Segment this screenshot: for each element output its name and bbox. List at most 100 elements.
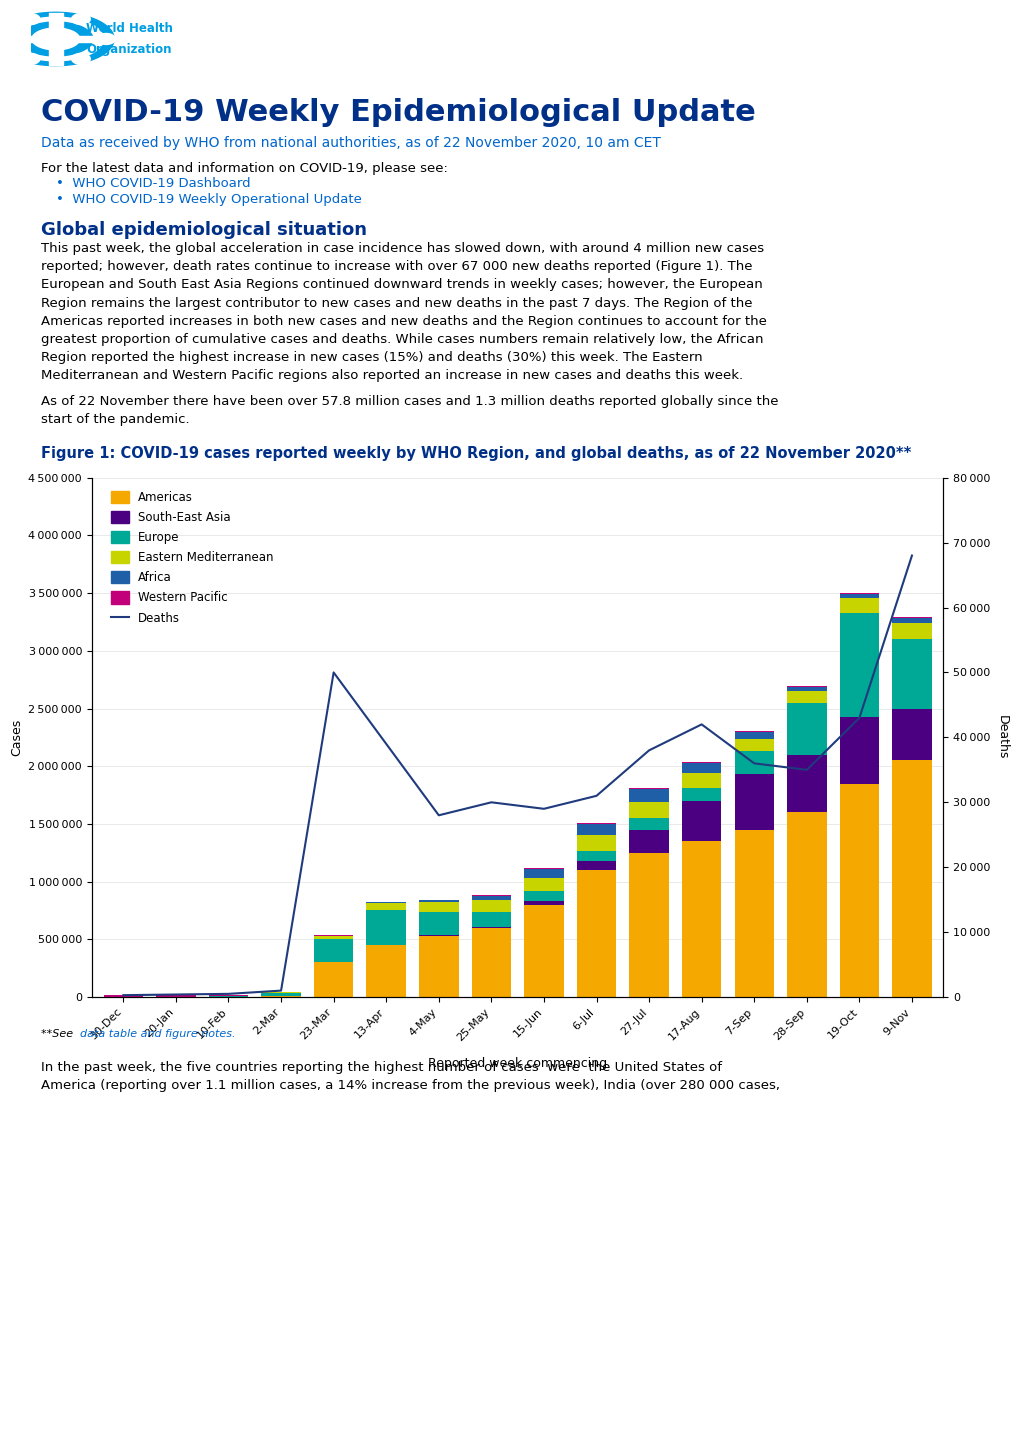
Text: greatest proportion of cumulative cases and deaths. While cases numbers remain r: greatest proportion of cumulative cases … [41, 332, 762, 346]
Bar [471, 896, 511, 900]
Text: Figure 1: COVID-19 cases reported weekly by WHO Region, and global deaths, as of: Figure 1: COVID-19 cases reported weekly… [41, 446, 910, 460]
Deaths [117, 987, 129, 1004]
Deaths [432, 807, 444, 824]
Bar [734, 830, 773, 997]
Bar [471, 928, 511, 997]
Polygon shape [0, 13, 114, 65]
Bar [314, 939, 353, 962]
Polygon shape [32, 27, 79, 51]
Bar [471, 912, 511, 926]
Bar [892, 639, 930, 709]
Polygon shape [71, 53, 91, 65]
Text: This past week, the global acceleration in case incidence has slowed down, with : This past week, the global acceleration … [41, 242, 763, 255]
Text: Americas reported increases in both new cases and new deaths and the Region cont: Americas reported increases in both new … [41, 315, 766, 328]
Polygon shape [21, 53, 40, 65]
Y-axis label: Cases: Cases [10, 719, 22, 756]
Bar [787, 691, 825, 703]
Bar [576, 835, 615, 850]
Bar [839, 597, 878, 613]
Bar [576, 861, 615, 870]
Bar [419, 937, 459, 997]
Bar [787, 812, 825, 997]
Deaths [537, 799, 549, 817]
Bar [261, 993, 301, 996]
Bar [366, 945, 406, 997]
Deaths [642, 742, 654, 759]
Bar [682, 763, 720, 773]
Text: World Health: World Health [87, 22, 173, 35]
Bar [787, 687, 825, 691]
Bar [892, 618, 930, 623]
Bar [524, 879, 564, 890]
Deaths [590, 786, 602, 804]
Bar [839, 717, 878, 784]
Bar [839, 784, 878, 997]
Text: •  WHO COVID-19 Dashboard: • WHO COVID-19 Dashboard [56, 177, 251, 190]
Text: For the latest data and information on COVID-19, please see:: For the latest data and information on C… [41, 162, 447, 175]
Bar [892, 709, 930, 760]
Bar [682, 801, 720, 841]
Bar [734, 739, 773, 752]
Bar [576, 850, 615, 861]
Deaths [275, 981, 287, 999]
Bar [156, 994, 196, 997]
Bar [734, 775, 773, 830]
Deaths [222, 986, 234, 1003]
Bar [366, 903, 406, 911]
Bar [787, 703, 825, 755]
Bar [524, 890, 564, 902]
Polygon shape [71, 13, 91, 25]
Bar [682, 773, 720, 788]
Line: Deaths: Deaths [123, 556, 911, 996]
Text: reported; however, death rates continue to increase with over 67 000 new deaths : reported; however, death rates continue … [41, 260, 752, 274]
Bar [787, 755, 825, 812]
Text: **See: **See [41, 1029, 76, 1039]
Text: In the past week, the five countries reporting the highest number of cases  were: In the past week, the five countries rep… [41, 1061, 721, 1074]
Bar [734, 732, 773, 739]
Y-axis label: Deaths: Deaths [996, 716, 1008, 759]
Bar [576, 824, 615, 835]
Text: •  WHO COVID-19 Weekly Operational Update: • WHO COVID-19 Weekly Operational Update [56, 193, 362, 206]
Bar [419, 900, 459, 902]
Bar [576, 870, 615, 997]
Bar [839, 593, 878, 597]
Bar [314, 962, 353, 997]
Polygon shape [21, 13, 40, 25]
Bar [419, 912, 459, 935]
Text: Data as received by WHO from national authorities, as of 22 November 2020, 10 am: Data as received by WHO from national au… [41, 136, 660, 150]
Deaths [380, 734, 392, 752]
Bar [314, 937, 353, 939]
Bar [682, 841, 720, 997]
Text: Mediterranean and Western Pacific regions also reported an increase in new cases: Mediterranean and Western Pacific region… [41, 368, 742, 382]
Bar [49, 13, 63, 65]
Deaths [695, 716, 707, 733]
Bar [734, 752, 773, 775]
Deaths [905, 547, 917, 564]
Text: Region reported the highest increase in new cases (15%) and deaths (30%) this we: Region reported the highest increase in … [41, 351, 702, 364]
Bar [8, 36, 104, 42]
Legend: Americas, South-East Asia, Europe, Eastern Mediterranean, Africa, Western Pacifi: Americas, South-East Asia, Europe, Easte… [106, 486, 278, 629]
Text: data table and figure notes.: data table and figure notes. [79, 1029, 234, 1039]
Bar [419, 902, 459, 912]
Bar [524, 902, 564, 905]
Bar [104, 994, 143, 997]
Text: America (reporting over 1.1 million cases, a 14% increase from the previous week: America (reporting over 1.1 million case… [41, 1078, 780, 1092]
Bar [892, 760, 930, 997]
X-axis label: Reported week commencing: Reported week commencing [428, 1056, 606, 1069]
Polygon shape [18, 22, 93, 56]
Bar [682, 788, 720, 801]
Bar [471, 900, 511, 912]
Deaths [800, 760, 812, 778]
Deaths [747, 755, 759, 772]
Text: European and South East Asia Regions continued downward trends in weekly cases; : European and South East Asia Regions con… [41, 278, 762, 291]
Deaths [853, 709, 865, 726]
Bar [629, 853, 668, 997]
Bar [629, 789, 668, 802]
Deaths [169, 986, 181, 1003]
Polygon shape [8, 17, 104, 61]
Bar [524, 869, 564, 879]
Bar [892, 623, 930, 639]
Bar [629, 818, 668, 830]
Text: As of 22 November there have been over 57.8 million cases and 1.3 million deaths: As of 22 November there have been over 5… [41, 395, 777, 408]
Bar [629, 802, 668, 818]
